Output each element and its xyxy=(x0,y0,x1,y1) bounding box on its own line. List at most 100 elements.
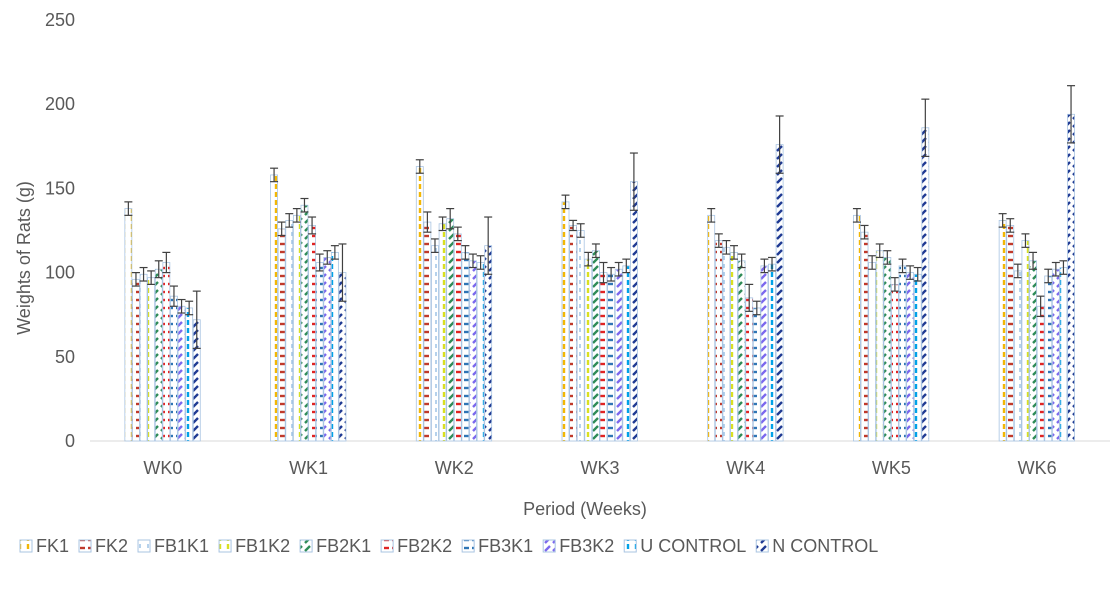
bar-fk1-wk2 xyxy=(415,166,424,442)
bar-u-control-wk5 xyxy=(913,273,922,442)
bar-fk1-wk1 xyxy=(270,174,278,442)
error-bar xyxy=(629,152,638,211)
legend-item-fk2: FK2 xyxy=(78,536,128,556)
error-bar xyxy=(277,221,286,237)
x-tick-label: WK1 xyxy=(289,458,328,478)
error-bar xyxy=(1051,261,1060,277)
y-tick-label: 50 xyxy=(55,347,75,367)
error-bar xyxy=(722,240,731,255)
error-bar xyxy=(591,243,600,259)
bar-fb2k2-wk1 xyxy=(308,225,316,442)
bar-fk2-wk0 xyxy=(132,278,140,442)
legend-label: FB2K1 xyxy=(316,536,371,556)
bar-fb1k1-wk1 xyxy=(285,219,294,442)
bar-fb2k2-wk6 xyxy=(1036,305,1045,442)
error-bar xyxy=(169,285,178,307)
error-bar xyxy=(270,167,279,183)
legend-item-fb2k2: FB2K2 xyxy=(380,536,452,556)
bar-n-control-wk3 xyxy=(630,181,638,442)
error-bar xyxy=(423,211,432,233)
error-bar xyxy=(338,243,347,302)
bar-n-control-wk2 xyxy=(484,245,493,442)
legend-item-u-control: U CONTROL xyxy=(623,536,746,556)
error-bar xyxy=(852,208,861,223)
legend-swatch xyxy=(755,539,769,553)
error-bar xyxy=(415,159,424,174)
error-bar xyxy=(614,261,623,277)
legend-item-n-control: N CONTROL xyxy=(755,536,878,556)
error-bar xyxy=(921,98,930,158)
bar-fb2k1-wk6 xyxy=(1029,260,1037,442)
error-bar xyxy=(147,270,156,285)
bar-n-control-wk4 xyxy=(775,144,784,442)
legend-label: FB1K1 xyxy=(154,536,209,556)
error-bar xyxy=(752,300,761,316)
bar-fb1k1-wk2 xyxy=(431,245,439,442)
bar-fb2k1-wk0 xyxy=(154,268,163,442)
bar-fb1k2-wk4 xyxy=(730,251,738,442)
bar-fb1k1-wk5 xyxy=(868,262,877,442)
bar-fb3k1-wk4 xyxy=(752,307,761,442)
bar-fb2k2-wk2 xyxy=(453,233,462,442)
error-bar xyxy=(131,272,140,287)
error-bar xyxy=(323,250,332,265)
bar-u-control-wk0 xyxy=(185,307,194,442)
legend-label: FB1K2 xyxy=(235,536,290,556)
y-tick-label: 100 xyxy=(45,263,75,283)
bar-fb3k2-wk4 xyxy=(760,265,769,442)
y-axis-label: Weights of Rats (g) xyxy=(14,181,34,335)
x-axis-label: Period (Weeks) xyxy=(523,499,647,519)
bar-fb1k2-wk0 xyxy=(147,277,156,442)
error-bar xyxy=(330,245,339,260)
bar-n-control-wk5 xyxy=(921,127,930,442)
bar-fb3k1-wk2 xyxy=(461,251,470,442)
error-bar xyxy=(868,255,877,270)
bar-fk2-wk3 xyxy=(569,225,577,442)
x-axis-ticks: WK0 WK1 WK2 WK3 WK4 WK5 WK6 xyxy=(143,458,1056,478)
error-bar xyxy=(768,256,777,272)
bar-fb2k2-wk0 xyxy=(162,262,171,442)
error-bar xyxy=(1036,295,1045,317)
error-bar xyxy=(707,208,716,223)
x-tick-label: WK3 xyxy=(580,458,619,478)
error-bar xyxy=(192,290,201,349)
legend-item-fk1: FK1 xyxy=(19,536,69,556)
legend-swatch xyxy=(137,539,151,553)
bar-fb2k1-wk4 xyxy=(737,260,746,442)
bar-fb1k1-wk0 xyxy=(139,273,148,442)
error-bar xyxy=(1013,263,1022,279)
bar-fb3k2-wk1 xyxy=(323,257,332,442)
legend-item-fb2k1: FB2K1 xyxy=(299,536,371,556)
legend-swatch xyxy=(542,539,556,553)
error-bar xyxy=(737,253,746,269)
bar-fb2k1-wk2 xyxy=(446,218,455,442)
bar-fb1k2-wk1 xyxy=(292,214,301,442)
bar-fb2k2-wk5 xyxy=(891,283,899,442)
y-tick-label: 200 xyxy=(45,94,75,114)
bar-fb3k2-wk6 xyxy=(1051,268,1060,442)
bar-fb1k1-wk4 xyxy=(722,246,731,442)
error-bar xyxy=(860,224,869,240)
bar-fb2k1-wk1 xyxy=(300,204,309,442)
error-bar xyxy=(438,216,447,232)
error-bar xyxy=(875,243,884,259)
error-bar xyxy=(285,213,294,228)
legend-swatch xyxy=(78,539,92,553)
error-bar xyxy=(599,261,608,284)
error-bar xyxy=(607,266,616,282)
legend-label: FK1 xyxy=(36,536,69,556)
bar-fb3k1-wk6 xyxy=(1044,275,1053,442)
error-bar xyxy=(584,251,593,267)
bar-fb2k1-wk3 xyxy=(592,250,600,442)
bar-u-control-wk3 xyxy=(622,265,631,442)
legend-swatch xyxy=(218,539,232,553)
x-tick-label: WK5 xyxy=(872,458,911,478)
legend-label: FB2K2 xyxy=(397,536,452,556)
error-bar xyxy=(139,266,148,282)
legend-swatch xyxy=(623,539,637,553)
error-bar xyxy=(292,208,301,223)
error-bar xyxy=(315,253,324,272)
error-bar xyxy=(1059,260,1068,275)
